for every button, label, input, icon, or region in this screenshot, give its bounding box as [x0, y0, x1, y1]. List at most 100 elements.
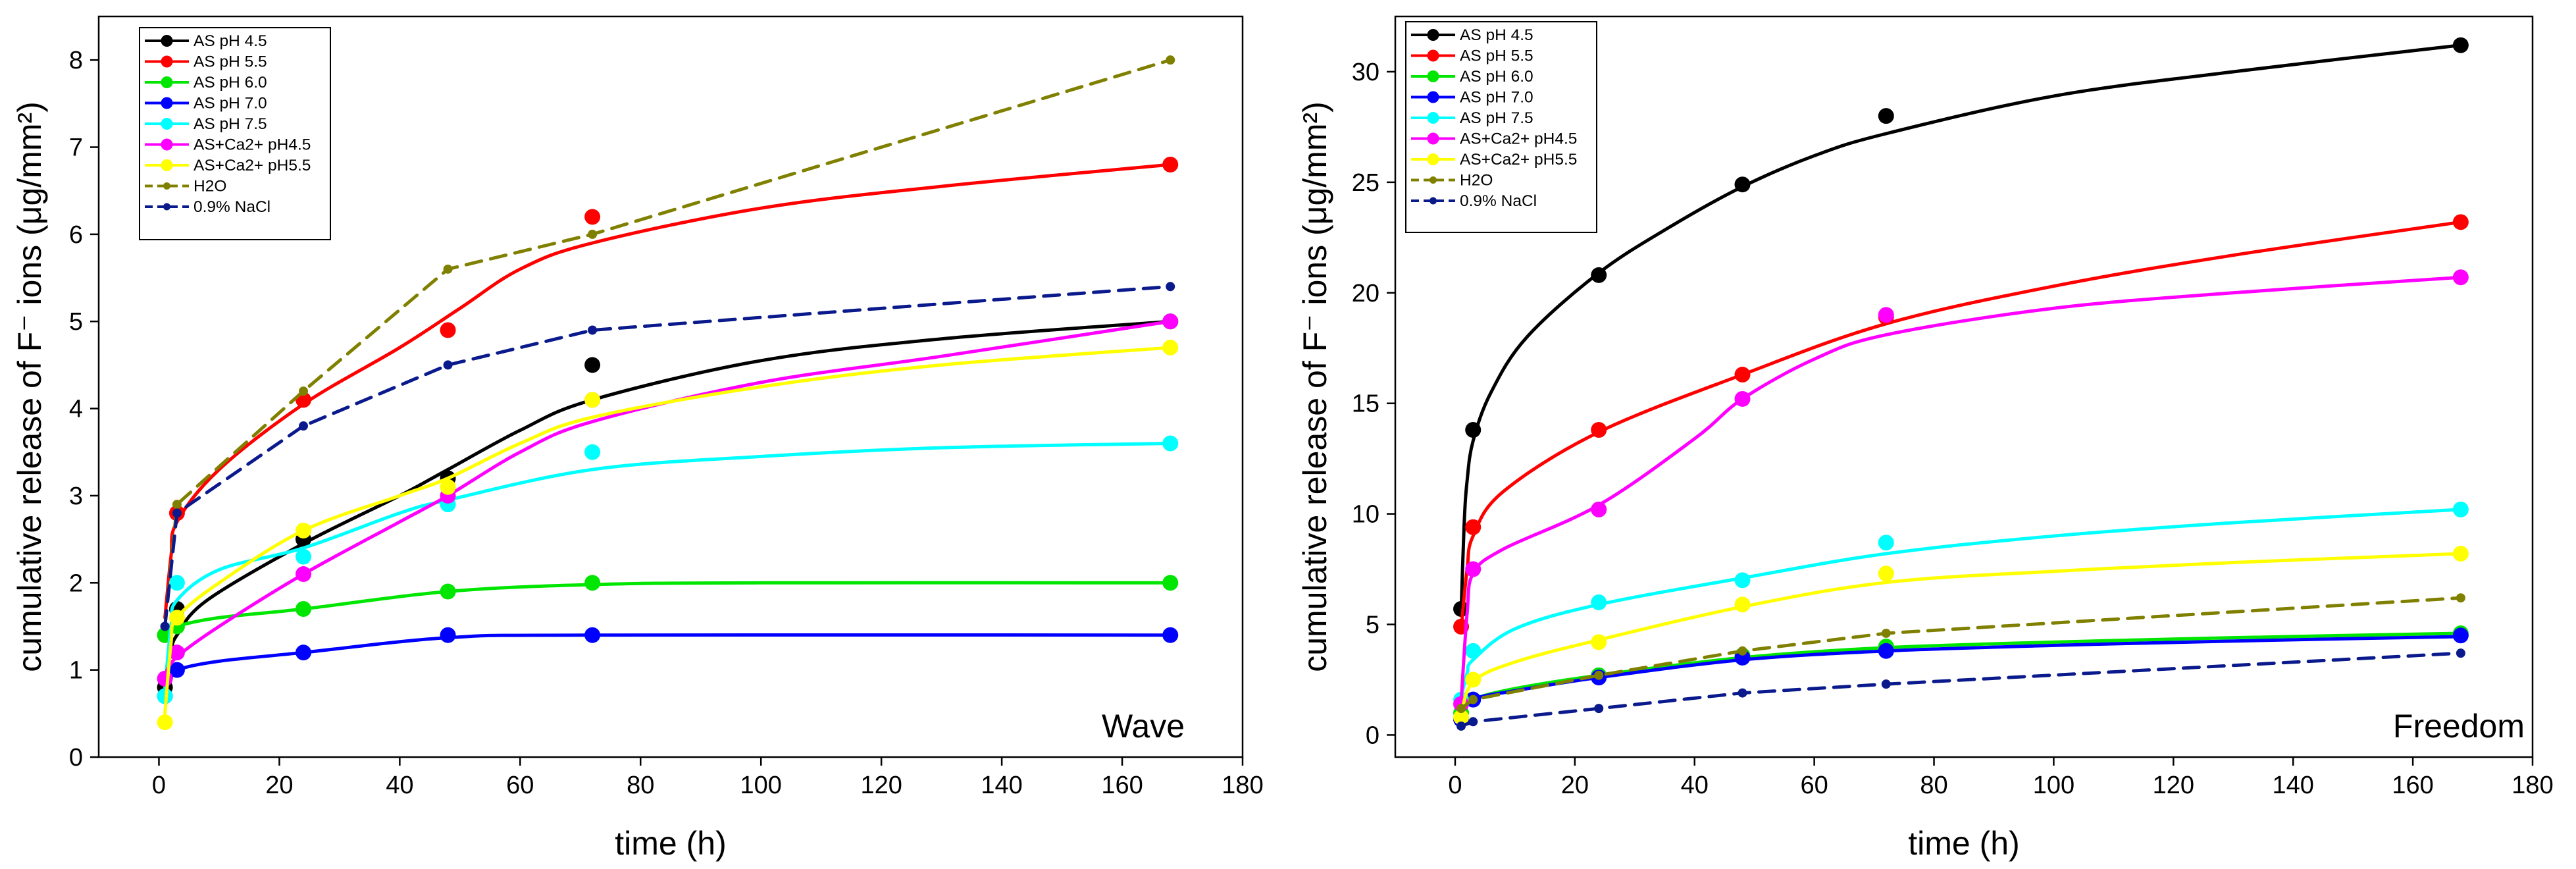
series-line — [1459, 552, 2463, 717]
data-point — [1594, 670, 1604, 680]
plot-area — [157, 55, 1179, 731]
data-point — [443, 264, 453, 274]
x-axis-title: time (h) — [615, 825, 726, 862]
series-line — [1459, 651, 2463, 728]
data-point — [1738, 688, 1747, 698]
legend-label: AS+Ca2+ pH4.5 — [193, 136, 311, 154]
series-line — [1459, 220, 2463, 631]
series-line — [163, 633, 1172, 694]
data-point — [440, 583, 456, 600]
chart-panel-1: 0 20 40 60 80 100 120 140 160 180 0 1 2 3 4 5 6 7 8 time (h… — [11, 15, 1264, 862]
x-tick-label: 0 — [1448, 772, 1462, 799]
data-point — [1878, 307, 1894, 323]
x-tick-label: 80 — [627, 772, 654, 799]
data-point — [160, 621, 170, 631]
legend-marker — [1427, 153, 1439, 165]
x-tick-label: 180 — [1222, 772, 1263, 799]
legend-label: AS pH 6.0 — [1460, 68, 1533, 86]
x-tick-label: 160 — [1101, 772, 1143, 799]
data-point — [168, 575, 185, 591]
plot-area — [1453, 37, 2469, 731]
y-tick-label: 20 — [1352, 280, 1379, 307]
data-point — [1591, 594, 1607, 610]
legend-label: AS pH 6.0 — [193, 74, 267, 92]
y-tick-label: 0 — [69, 744, 83, 772]
x-tick-label: 40 — [386, 772, 413, 799]
series-6 — [157, 313, 1179, 687]
series-7 — [1453, 546, 2469, 725]
y-tick-label: 7 — [69, 134, 83, 162]
legend-box — [1405, 21, 1597, 233]
legend: AS pH 4.5 AS pH 5.5 AS pH 6.0 AS pH 7.0 AS p… — [139, 27, 331, 240]
data-point — [1594, 704, 1604, 714]
data-point — [2456, 648, 2465, 658]
data-point — [296, 566, 312, 583]
legend-label: AS pH 7.0 — [193, 95, 267, 113]
legend-marker — [1427, 132, 1439, 145]
data-point — [1591, 267, 1607, 283]
legend-marker — [1430, 176, 1437, 184]
series-line — [163, 346, 1172, 716]
data-point — [1881, 628, 1891, 638]
data-point — [588, 325, 598, 335]
legend-marker — [161, 35, 173, 47]
panel-label: Freedom — [2393, 708, 2525, 745]
data-point — [157, 714, 173, 731]
data-point — [440, 479, 456, 495]
data-point — [1734, 572, 1751, 589]
series-line — [163, 319, 1172, 685]
series-line — [163, 581, 1172, 637]
x-tick-label: 40 — [1681, 772, 1709, 799]
data-point — [1465, 519, 1481, 535]
y-tick-label: 1 — [69, 657, 83, 685]
data-point — [1162, 313, 1179, 330]
legend-marker — [1427, 49, 1439, 62]
legend-marker — [1427, 91, 1439, 103]
legend-label: 0.9% NaCl — [193, 198, 270, 216]
data-point — [1162, 575, 1179, 591]
data-point — [1453, 709, 1470, 725]
series-4 — [157, 627, 1179, 704]
data-point — [1166, 282, 1175, 292]
data-point — [172, 508, 182, 518]
data-point — [2452, 269, 2469, 286]
data-point — [1456, 704, 1466, 714]
y-axis-title: cumulative release of F⁻ ions (μg/mm²) — [11, 101, 48, 672]
series-line — [1459, 43, 2463, 616]
data-point — [2456, 593, 2465, 603]
data-point — [299, 386, 309, 396]
data-point — [440, 322, 456, 338]
data-point — [299, 421, 309, 431]
data-point — [1162, 157, 1179, 172]
data-point — [1456, 721, 1466, 731]
data-point — [1453, 601, 1470, 617]
data-point — [584, 357, 601, 373]
y-tick-label: 6 — [69, 221, 83, 249]
data-point — [296, 548, 312, 565]
legend-marker — [1427, 29, 1439, 41]
data-point — [584, 627, 601, 643]
legend-label: AS pH 5.5 — [1460, 47, 1533, 65]
data-point — [168, 610, 185, 626]
data-point — [1465, 561, 1481, 577]
x-tick-label: 100 — [2033, 772, 2074, 799]
series-3 — [157, 575, 1179, 643]
data-point — [1465, 643, 1481, 659]
legend-label: H2O — [1460, 172, 1493, 190]
legend-label: H2O — [193, 178, 226, 196]
legend-marker — [161, 118, 173, 130]
legend-label: AS pH 4.5 — [1460, 26, 1533, 44]
legend-marker — [161, 138, 173, 151]
data-point — [584, 392, 601, 408]
y-axis-title: cumulative release of F⁻ ions (μg/mm²) — [1297, 101, 1333, 672]
legend-label: AS pH 4.5 — [193, 32, 267, 50]
legend-label: AS pH 7.5 — [193, 115, 267, 133]
data-point — [1734, 649, 1751, 666]
legend-label: AS+Ca2+ pH5.5 — [193, 157, 311, 174]
data-point — [1591, 634, 1607, 650]
data-point — [1465, 672, 1481, 688]
legend-marker — [163, 203, 170, 211]
data-point — [296, 522, 312, 539]
y-tick-label: 8 — [69, 47, 83, 74]
data-point — [1734, 390, 1751, 407]
